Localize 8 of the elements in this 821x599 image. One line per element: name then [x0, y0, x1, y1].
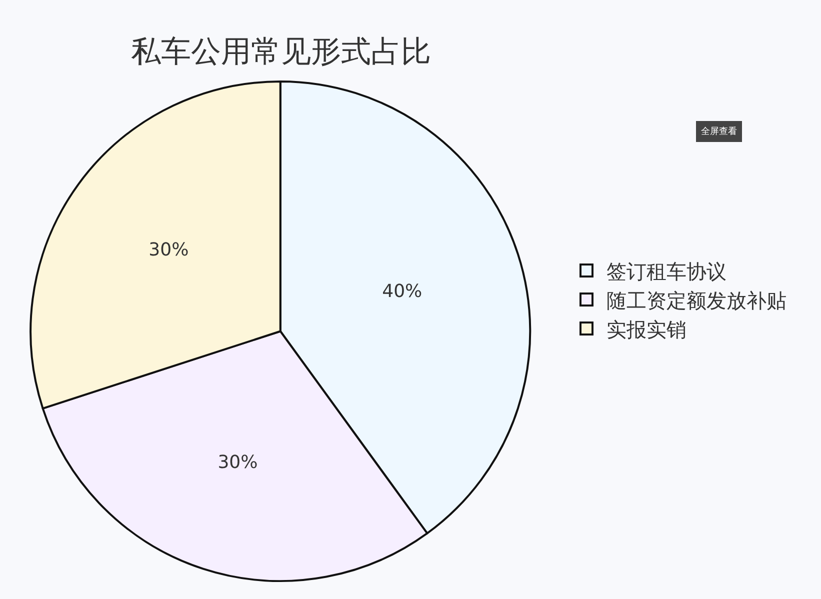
text: 全屏查看 [701, 126, 737, 137]
legend-label: 签订租车协议 [606, 259, 726, 284]
legend-label: 随工资定额发放补贴 [606, 288, 786, 312]
chart-title: 私车公用常见形式占比 [130, 34, 431, 70]
data-label: 40% [382, 281, 422, 302]
legend-label: 实报实销 [606, 317, 686, 342]
data-label: 30% [218, 452, 258, 474]
data-label: 30% [148, 240, 189, 261]
